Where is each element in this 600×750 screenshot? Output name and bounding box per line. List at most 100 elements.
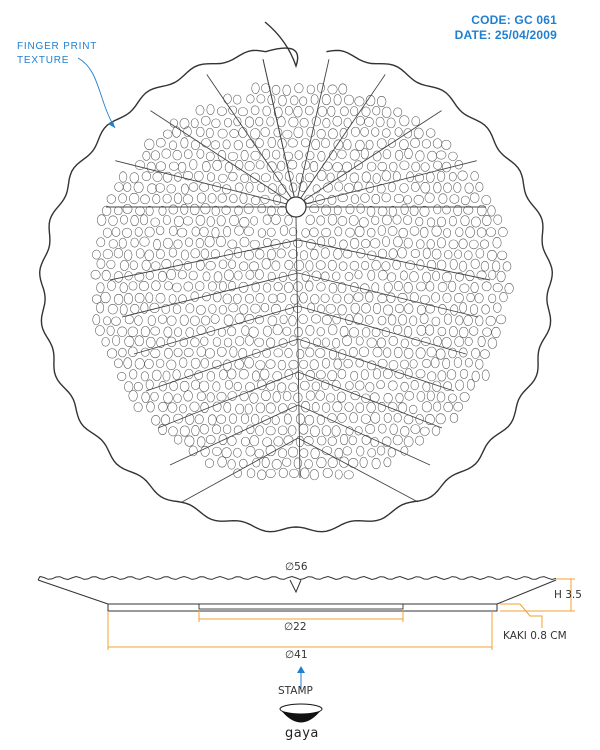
texture-dot [189, 401, 200, 412]
texture-dot [455, 315, 464, 326]
texture-dot [196, 126, 205, 137]
texture-dot [376, 380, 385, 390]
texture-dot [287, 159, 298, 170]
stamp-label: STAMP [278, 685, 313, 697]
texture-dot [124, 271, 133, 281]
texture-dot [455, 379, 464, 391]
texture-dot [218, 434, 228, 446]
texture-dot [321, 204, 331, 216]
texture-dot [453, 204, 463, 217]
radial-vein [300, 74, 386, 199]
texture-dot [244, 161, 255, 172]
texture-dot [310, 94, 319, 105]
texture-dot [381, 261, 391, 271]
texture-dot [419, 313, 429, 325]
texture-dot [397, 247, 407, 259]
texture-dot [471, 216, 481, 228]
texture-dot [194, 170, 204, 182]
texture-dot [150, 326, 160, 336]
texture-dot [210, 249, 220, 260]
texture-dot [307, 302, 315, 314]
texture-dot [212, 291, 222, 303]
texture-dot [455, 227, 464, 237]
texture-dot [305, 150, 315, 161]
texture-dot [150, 391, 159, 402]
texture-dot [326, 393, 336, 403]
texture-dot [433, 204, 442, 215]
texture-dot [344, 402, 354, 412]
texture-dot [372, 346, 383, 358]
texture-dot [282, 129, 293, 139]
texture-dot [376, 96, 387, 107]
texture-dot [113, 247, 123, 259]
texture-dot [172, 369, 181, 381]
texture-dot [460, 215, 470, 227]
texture-dot [129, 192, 140, 205]
texture-dot [311, 402, 320, 413]
texture-dot [433, 160, 443, 170]
texture-dot [135, 248, 145, 259]
texture-dot [212, 401, 222, 412]
texture-dot [293, 238, 303, 248]
texture-dot [367, 228, 376, 238]
texture-dot [179, 380, 190, 392]
texture-dot [403, 282, 413, 294]
texture-dot [155, 293, 166, 304]
texture-dot [340, 434, 349, 446]
texture-dot [233, 447, 242, 458]
texture-dot [383, 304, 394, 316]
texture-dot [173, 434, 183, 445]
texture-dot [332, 293, 342, 304]
texture-dot [463, 205, 474, 215]
texture-dot [426, 171, 435, 183]
texture-dot [394, 127, 403, 137]
texture-dot [155, 161, 166, 172]
texture-dot [157, 314, 168, 324]
texture-dot [350, 106, 359, 117]
texture-dot [164, 347, 173, 359]
texture-dot [178, 294, 187, 304]
texture-dot [459, 283, 470, 293]
texture-dot [144, 358, 154, 369]
texture-dot [180, 249, 189, 261]
texture-dot [189, 203, 200, 216]
texture-dot [328, 324, 338, 336]
texture-dot [206, 172, 216, 182]
texture-dot [123, 293, 134, 305]
texture-dot [360, 148, 369, 160]
texture-dot [185, 237, 193, 247]
texture-dot [386, 292, 396, 304]
texture-dot [399, 115, 410, 127]
texture-dot [287, 425, 297, 436]
texture-dot [345, 426, 354, 436]
texture-dot [239, 192, 248, 204]
texture-dot [102, 227, 112, 238]
texture-dot [470, 192, 480, 203]
texture-dot [305, 214, 315, 226]
texture-dot [229, 129, 239, 138]
texture-dot [227, 391, 238, 401]
texture-dot [181, 183, 189, 195]
texture-dot [128, 346, 138, 357]
texture-dot [216, 106, 227, 116]
texture-dot [228, 105, 238, 115]
texture-dot [233, 381, 242, 392]
texture-dot [492, 283, 503, 293]
texture-dot [273, 348, 284, 358]
texture-dot [444, 250, 453, 260]
texture-dot [118, 237, 127, 249]
texture-dot [481, 281, 492, 292]
texture-dot [345, 227, 355, 238]
texture-dot [206, 104, 215, 115]
texture-dot [261, 457, 270, 468]
texture-dot [227, 459, 236, 470]
texture-dot [222, 424, 232, 435]
texture-dot [377, 293, 388, 304]
texture-dot [210, 314, 220, 324]
texture-dot [403, 215, 413, 225]
texture-dot [305, 390, 316, 401]
texture-dot [150, 261, 161, 271]
texture-dot [190, 248, 201, 259]
texture-dot [217, 150, 227, 162]
